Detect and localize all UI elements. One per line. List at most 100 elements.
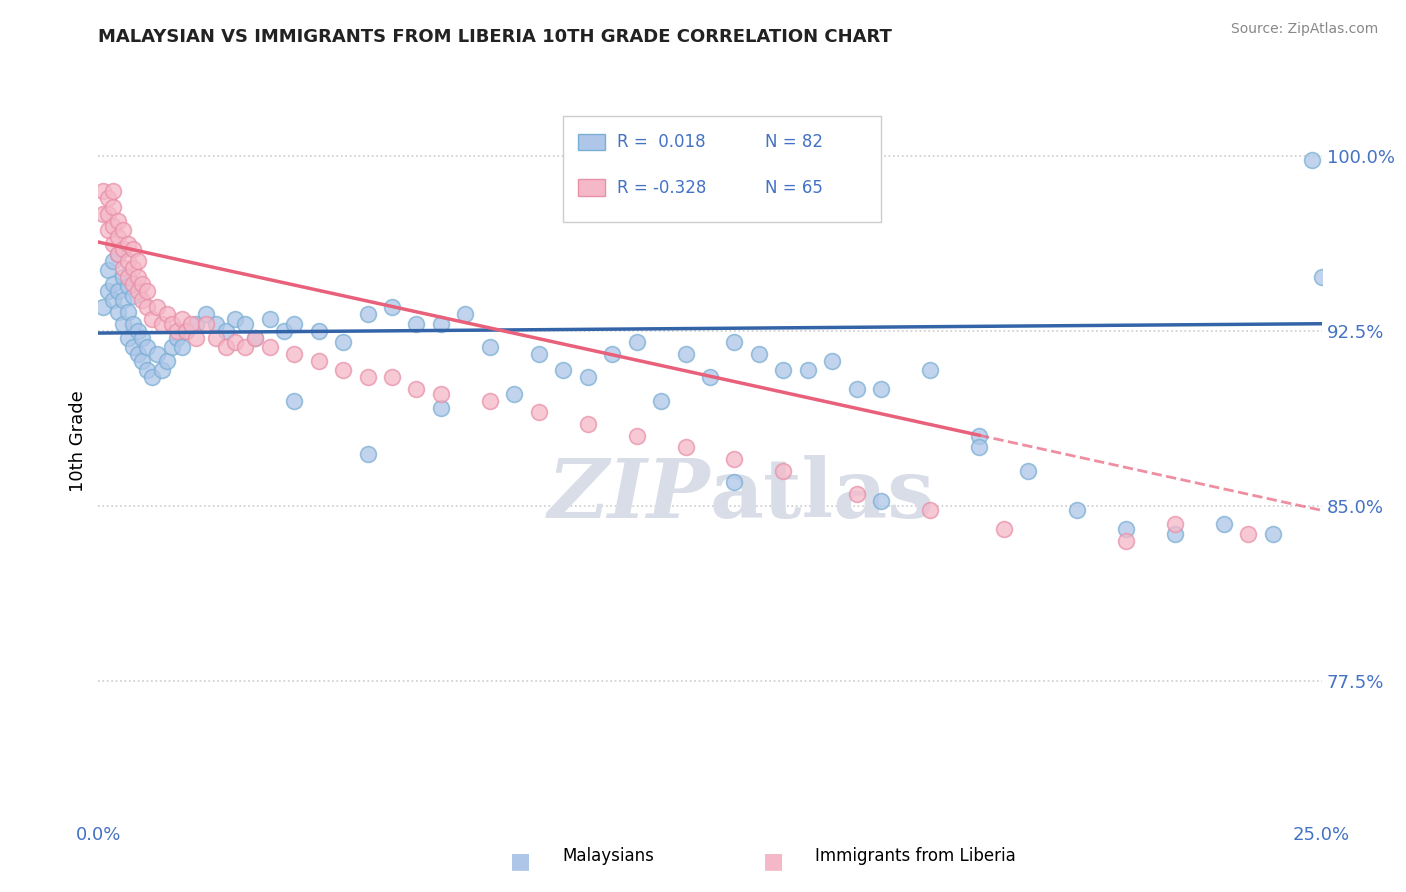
Point <box>91 184 114 198</box>
Point <box>723 335 745 350</box>
Point <box>127 284 149 298</box>
Point <box>243 331 266 345</box>
Point <box>131 277 153 291</box>
Point <box>259 340 281 354</box>
Point <box>967 441 990 455</box>
Point <box>576 417 599 431</box>
Text: R = -0.328: R = -0.328 <box>617 178 706 196</box>
Point <box>699 370 721 384</box>
Point <box>650 393 672 408</box>
Text: Immigrants from Liberia: Immigrants from Liberia <box>815 847 1017 865</box>
Point <box>1301 153 1323 168</box>
Point <box>381 301 404 315</box>
Point <box>1164 526 1187 541</box>
Point <box>527 405 550 419</box>
Point <box>131 293 153 308</box>
Point <box>356 307 378 321</box>
Text: ■: ■ <box>763 851 783 871</box>
Point <box>723 452 745 467</box>
Point <box>111 242 134 256</box>
Point <box>117 331 139 345</box>
Point <box>111 317 134 331</box>
Point <box>870 382 893 396</box>
Point <box>91 301 114 315</box>
Point <box>136 340 159 354</box>
Point <box>150 317 173 331</box>
Point <box>454 307 477 321</box>
Point <box>308 354 330 368</box>
Point <box>117 270 139 285</box>
Point <box>166 331 188 345</box>
Point <box>626 335 648 350</box>
Point <box>626 428 648 442</box>
Point <box>111 260 134 275</box>
Point <box>186 317 208 331</box>
Point <box>430 401 453 415</box>
Point <box>156 354 179 368</box>
Point <box>156 307 179 321</box>
Point <box>553 363 575 377</box>
Point <box>97 191 120 205</box>
Point <box>993 522 1015 536</box>
Point <box>478 340 501 354</box>
Point <box>101 200 124 214</box>
Point <box>176 324 198 338</box>
Point <box>1066 503 1088 517</box>
Point <box>224 335 246 350</box>
Text: N = 82: N = 82 <box>765 133 823 151</box>
Point <box>332 335 354 350</box>
Point <box>845 382 868 396</box>
Point <box>205 331 228 345</box>
Point <box>160 340 183 354</box>
Point <box>1310 270 1333 285</box>
Point <box>1115 522 1137 536</box>
Point <box>283 317 305 331</box>
Point <box>748 347 770 361</box>
Point <box>127 347 149 361</box>
Point <box>527 347 550 361</box>
Point <box>150 363 173 377</box>
Point <box>332 363 354 377</box>
Point <box>1212 517 1234 532</box>
Point <box>920 363 942 377</box>
Text: ■: ■ <box>510 851 530 871</box>
Point <box>101 184 124 198</box>
Point <box>920 503 942 517</box>
Point <box>97 207 120 221</box>
Point <box>478 393 501 408</box>
Point <box>127 253 149 268</box>
Text: ZIP: ZIP <box>547 455 710 534</box>
Point <box>141 370 163 384</box>
Point <box>127 324 149 338</box>
Point <box>600 347 623 361</box>
Point <box>121 277 143 291</box>
Point <box>117 237 139 252</box>
Text: MALAYSIAN VS IMMIGRANTS FROM LIBERIA 10TH GRADE CORRELATION CHART: MALAYSIAN VS IMMIGRANTS FROM LIBERIA 10T… <box>98 28 893 45</box>
Point <box>160 317 183 331</box>
Point <box>243 331 266 345</box>
Point <box>214 340 236 354</box>
Point <box>101 219 124 233</box>
Point <box>121 317 143 331</box>
Point <box>870 494 893 508</box>
Point <box>131 331 153 345</box>
Point <box>576 370 599 384</box>
Point <box>107 246 129 260</box>
Point <box>111 270 134 285</box>
Point <box>107 214 129 228</box>
Point <box>195 317 218 331</box>
Point <box>675 347 697 361</box>
Point <box>111 293 134 308</box>
Point <box>136 301 159 315</box>
Point <box>101 253 124 268</box>
Point <box>308 324 330 338</box>
Point <box>117 305 139 319</box>
Point <box>1164 517 1187 532</box>
Point <box>356 447 378 461</box>
Point <box>503 386 526 401</box>
Point <box>166 324 188 338</box>
Point <box>1017 464 1039 478</box>
Point <box>146 301 169 315</box>
Point <box>430 317 453 331</box>
Point <box>117 253 139 268</box>
